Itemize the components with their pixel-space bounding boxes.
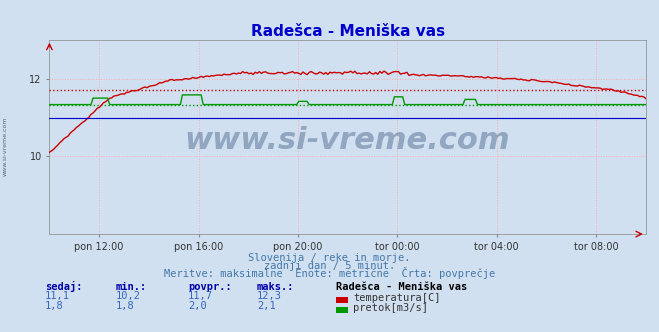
Text: Meritve: maksimalne  Enote: metrične  Črta: povprečje: Meritve: maksimalne Enote: metrične Črta… (164, 267, 495, 279)
Text: zadnji dan / 5 minut.: zadnji dan / 5 minut. (264, 261, 395, 271)
Text: Slovenija / reke in morje.: Slovenija / reke in morje. (248, 253, 411, 263)
Text: 2,1: 2,1 (257, 301, 275, 311)
Text: 10,2: 10,2 (115, 291, 140, 301)
Text: www.si-vreme.com: www.si-vreme.com (3, 116, 8, 176)
Text: Radešca - Meniška vas: Radešca - Meniška vas (336, 283, 467, 292)
Title: Radešca - Meniška vas: Radešca - Meniška vas (250, 24, 445, 39)
Text: 1,8: 1,8 (115, 301, 134, 311)
Text: 12,3: 12,3 (257, 291, 282, 301)
Text: min.:: min.: (115, 283, 146, 292)
Text: 2,0: 2,0 (188, 301, 206, 311)
Text: maks.:: maks.: (257, 283, 295, 292)
Text: 11,1: 11,1 (45, 291, 70, 301)
Text: 1,8: 1,8 (45, 301, 63, 311)
Text: sedaj:: sedaj: (45, 282, 82, 292)
Text: povpr.:: povpr.: (188, 283, 231, 292)
Text: www.si-vreme.com: www.si-vreme.com (185, 126, 511, 155)
Text: 11,7: 11,7 (188, 291, 213, 301)
Text: pretok[m3/s]: pretok[m3/s] (353, 303, 428, 313)
Text: temperatura[C]: temperatura[C] (353, 293, 441, 303)
